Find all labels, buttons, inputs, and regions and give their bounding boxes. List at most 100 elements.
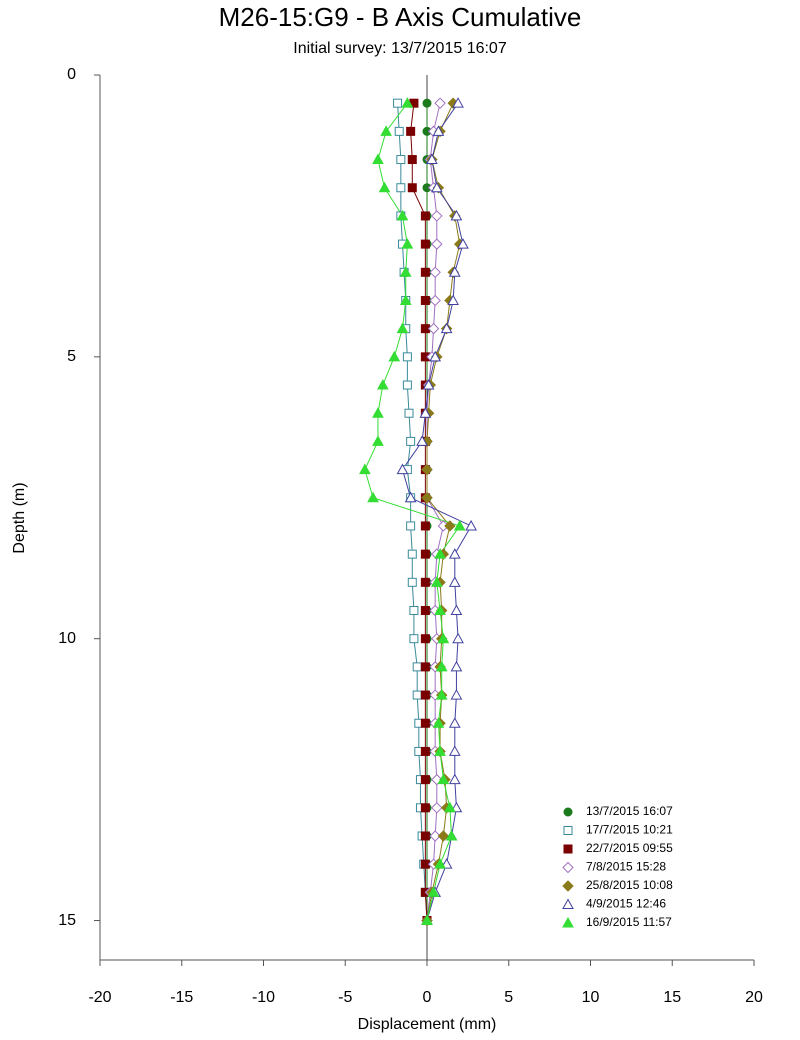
data-point xyxy=(396,463,409,475)
data-point xyxy=(444,520,456,532)
legend-marker xyxy=(563,844,573,854)
data-point xyxy=(419,407,432,418)
data-point xyxy=(406,521,416,531)
y-tick-label: 15 xyxy=(58,912,76,929)
data-point xyxy=(420,746,430,756)
data-point xyxy=(399,294,412,305)
data-point xyxy=(377,379,389,390)
data-point xyxy=(465,519,477,531)
data-point xyxy=(420,549,430,559)
data-point xyxy=(420,718,430,728)
data-point xyxy=(434,858,446,869)
data-point xyxy=(367,491,379,503)
x-tick-label: 10 xyxy=(582,989,600,1006)
data-point xyxy=(435,660,448,672)
data-point xyxy=(429,266,441,279)
data-point xyxy=(431,210,443,222)
data-point xyxy=(434,604,446,616)
legend-label: 16/9/2015 11:57 xyxy=(586,915,672,929)
data-point xyxy=(450,209,463,221)
y-tick-label: 5 xyxy=(67,348,76,365)
data-point xyxy=(453,519,466,531)
data-point xyxy=(437,830,450,842)
data-point xyxy=(372,153,384,165)
data-point xyxy=(416,435,428,446)
data-point xyxy=(444,801,456,813)
series-line xyxy=(410,103,428,921)
data-point xyxy=(401,238,414,249)
data-point xyxy=(420,662,430,672)
data-point xyxy=(396,183,406,193)
legend-label: 17/7/2015 10:21 xyxy=(586,823,673,837)
data-point xyxy=(435,689,448,700)
data-point xyxy=(440,322,453,334)
legend-label: 7/8/2015 15:28 xyxy=(586,860,666,874)
data-point xyxy=(420,267,430,277)
data-point xyxy=(402,352,412,362)
legend-label: 25/8/2015 10:08 xyxy=(586,878,673,892)
data-point xyxy=(359,463,371,475)
data-point xyxy=(420,295,430,305)
data-point xyxy=(448,548,461,559)
x-tick-label: -10 xyxy=(252,989,275,1006)
data-point xyxy=(412,690,422,700)
data-point xyxy=(404,491,417,503)
data-point xyxy=(448,266,461,277)
data-point xyxy=(420,577,430,587)
data-point xyxy=(430,576,443,587)
data-point xyxy=(432,125,445,136)
data-point xyxy=(429,294,441,307)
data-point xyxy=(372,407,384,418)
data-point xyxy=(407,577,417,587)
legend-label: 22/7/2015 09:55 xyxy=(586,841,673,855)
data-point xyxy=(399,266,412,277)
data-point xyxy=(393,98,403,108)
data-point xyxy=(420,521,430,531)
y-tick-label: 10 xyxy=(58,630,76,647)
data-point xyxy=(450,660,463,672)
data-point xyxy=(434,97,446,109)
data-point xyxy=(407,183,417,193)
data-point xyxy=(422,379,435,390)
legend-marker xyxy=(562,898,574,909)
data-point xyxy=(420,606,430,616)
data-point xyxy=(450,604,463,616)
data-point xyxy=(421,492,433,504)
x-tick-label: 15 xyxy=(663,989,681,1006)
chart-subtitle: Initial survey: 13/7/2015 16:07 xyxy=(293,40,507,57)
data-point xyxy=(429,830,441,842)
data-point xyxy=(421,914,433,926)
x-axis-title: Displacement (mm) xyxy=(358,1016,497,1033)
data-point xyxy=(430,181,443,193)
x-tick-label: 0 xyxy=(423,989,432,1006)
legend-marker xyxy=(562,880,574,892)
data-point xyxy=(434,548,446,559)
data-point xyxy=(394,126,404,136)
data-point xyxy=(420,239,430,249)
series-line xyxy=(401,102,472,921)
data-point xyxy=(432,717,445,728)
data-point xyxy=(396,155,406,165)
legend-marker xyxy=(562,861,574,874)
x-tick-label: -15 xyxy=(170,989,193,1006)
data-point xyxy=(404,408,414,418)
data-point xyxy=(420,775,430,785)
data-point xyxy=(450,689,463,700)
legend-marker xyxy=(563,807,573,817)
data-point xyxy=(427,886,440,897)
data-point xyxy=(445,829,458,841)
data-point xyxy=(422,98,432,108)
x-tick-label: -5 xyxy=(338,989,352,1006)
x-tick-label: -20 xyxy=(88,989,111,1006)
data-point xyxy=(420,634,430,644)
data-point xyxy=(409,634,419,644)
legend-marker xyxy=(562,916,574,928)
data-point xyxy=(406,126,416,136)
data-point xyxy=(409,606,419,616)
data-point xyxy=(388,350,401,362)
y-tick-label: 0 xyxy=(67,66,76,83)
data-point xyxy=(437,632,450,644)
data-point xyxy=(448,717,461,728)
x-tick-label: 5 xyxy=(504,989,513,1006)
